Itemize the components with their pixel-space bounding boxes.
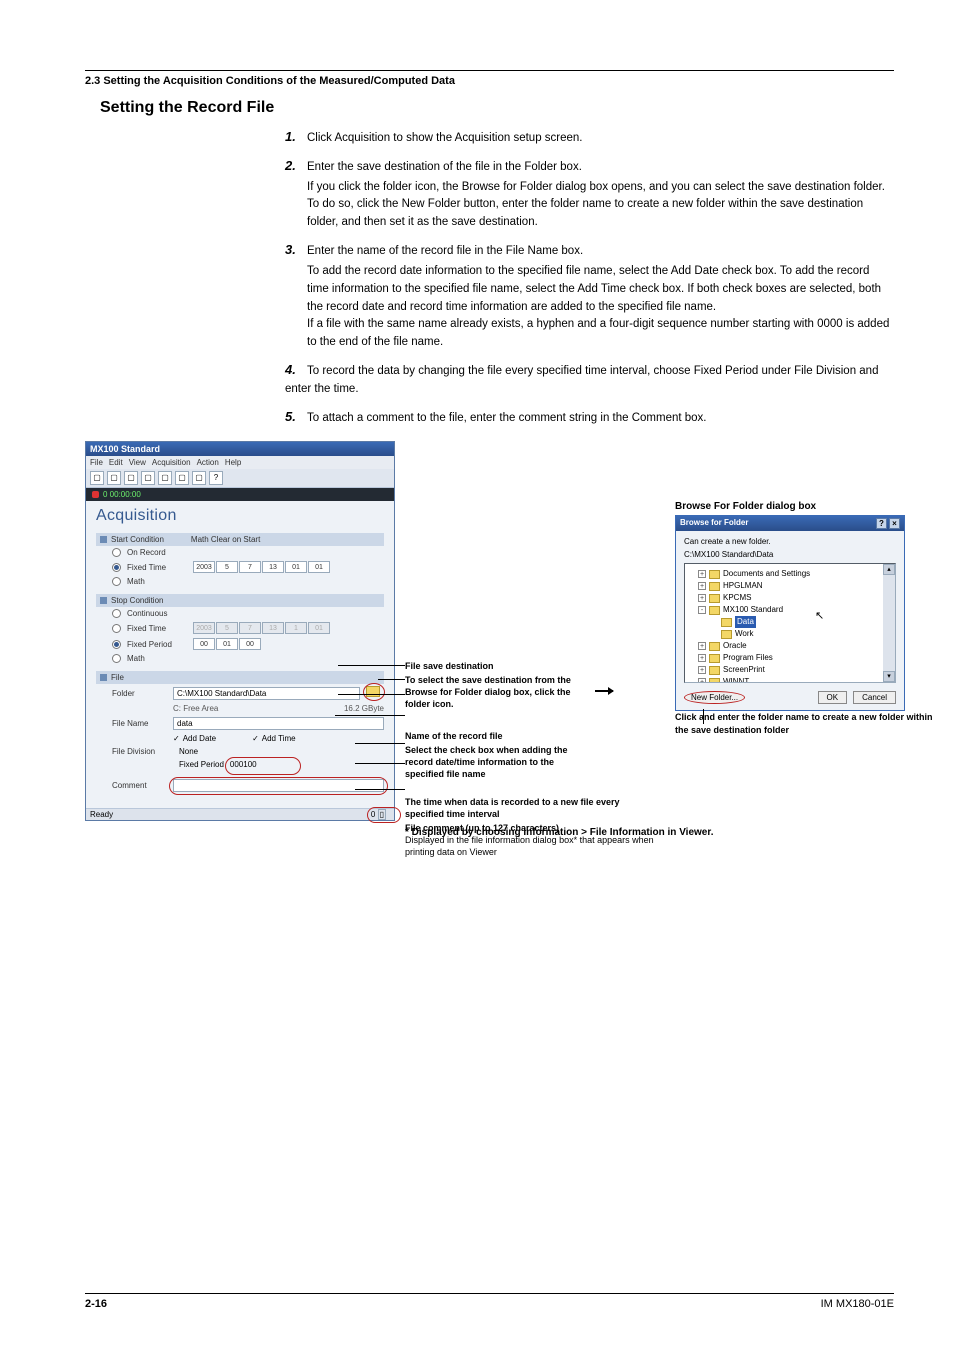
arrow-icon — [595, 690, 613, 692]
new-folder-button[interactable]: New Folder... — [684, 691, 745, 704]
file-group-label: File — [111, 673, 124, 682]
browse-note: Click and enter the folder name to creat… — [675, 711, 935, 735]
annot-record-file-name: Name of the record file — [405, 731, 503, 743]
app-titlebar: MX100 Standard — [86, 442, 394, 456]
filename-input[interactable]: data — [173, 717, 384, 730]
cursor-icon: ↖ — [815, 609, 824, 622]
add-time-checkbox[interactable]: ✓ — [252, 734, 259, 743]
annot-select-dest: To select the save destination from the … — [405, 675, 590, 710]
app-toolbar[interactable]: ▢▢▢ ▢▢▢ ▢? — [86, 469, 394, 488]
cancel-button[interactable]: Cancel — [853, 691, 896, 704]
add-date-checkbox[interactable]: ✓ — [173, 734, 180, 743]
folder-input[interactable]: C:\MX100 Standard\Data — [173, 687, 360, 700]
annot-file-save-dest: File save destination — [405, 661, 494, 673]
annot-comment: File comment (up to 127 characters) — [405, 823, 665, 835]
stop-condition-label: Stop Condition — [111, 596, 163, 605]
folder-tree[interactable]: ▴▾ +Documents and Settings+HPGLMAN+KPCMS… — [684, 563, 896, 683]
ok-button[interactable]: OK — [818, 691, 848, 704]
doc-id: IM MX180-01E — [821, 1298, 894, 1310]
close-icon[interactable]: × — [889, 518, 900, 529]
browse-caption: Browse For Folder dialog box — [675, 501, 905, 512]
app-menubar[interactable]: FileEditViewAcquisitionActionHelp — [86, 456, 394, 469]
browse-dialog: Browse for Folder?× Can create a new fol… — [675, 515, 905, 711]
annot-comment-sub: Displayed in the file information dialog… — [405, 835, 675, 858]
comment-input[interactable] — [173, 779, 384, 792]
record-timer: 0 00:00:00 — [86, 488, 394, 501]
app-window: MX100 Standard FileEditViewAcquisitionAc… — [85, 441, 395, 821]
start-condition-label: Start Condition — [111, 535, 164, 544]
acquisition-heading: Acquisition — [86, 501, 394, 529]
annot-time-interval: The time when data is recorded to a new … — [405, 797, 655, 820]
page-number: 2-16 — [85, 1298, 107, 1310]
folder-icon[interactable] — [366, 686, 380, 697]
section-title: Setting the Record File — [100, 99, 894, 117]
help-icon[interactable]: ? — [876, 518, 887, 529]
status-bar: Ready — [90, 810, 113, 819]
breadcrumb: 2.3 Setting the Acquisition Conditions o… — [85, 75, 894, 87]
annot-checkbox: Select the check box when adding the rec… — [405, 745, 595, 780]
